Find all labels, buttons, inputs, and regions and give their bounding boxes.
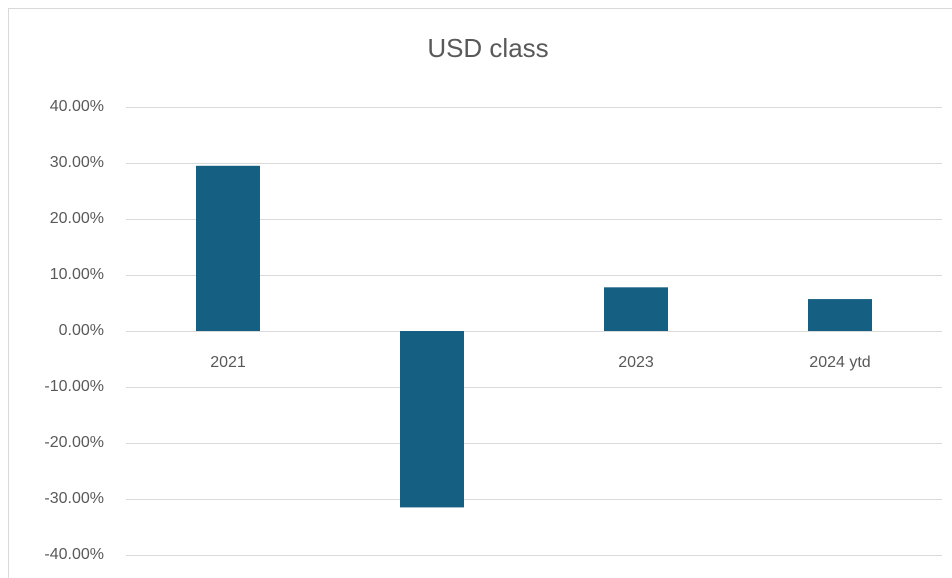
chart-title: USD class bbox=[427, 33, 548, 63]
x-tick-label: 2023 bbox=[618, 354, 654, 371]
y-tick-label: 0.00% bbox=[59, 322, 104, 339]
chart-border bbox=[8, 8, 952, 578]
x-tick-label: 2024 ytd bbox=[809, 354, 870, 371]
y-tick-label: -40.00% bbox=[44, 546, 104, 563]
bar bbox=[196, 165, 260, 331]
y-tick-label: -20.00% bbox=[44, 434, 104, 451]
y-tick-label: -30.00% bbox=[44, 490, 104, 507]
y-tick-label: 30.00% bbox=[50, 154, 104, 171]
bar bbox=[400, 331, 464, 508]
bar bbox=[808, 299, 872, 331]
y-tick-label: 10.00% bbox=[50, 266, 104, 283]
y-tick-label: 40.00% bbox=[50, 98, 104, 115]
x-tick-label: 2021 bbox=[210, 354, 246, 371]
y-tick-label: 20.00% bbox=[50, 210, 104, 227]
bar bbox=[604, 287, 668, 331]
y-tick-label: -10.00% bbox=[44, 378, 104, 395]
